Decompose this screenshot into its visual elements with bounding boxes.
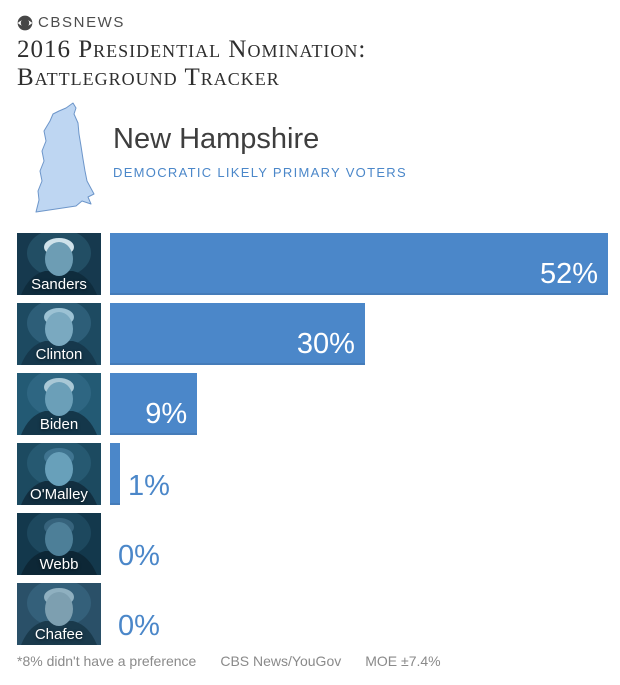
result-value: 0% xyxy=(118,540,160,572)
state-header: New Hampshire DEMOCRATIC LIKELY PRIMARY … xyxy=(17,101,608,213)
candidate-portrait-icon xyxy=(17,303,101,365)
candidate-photo: Clinton xyxy=(17,303,101,365)
bar-area: 9% xyxy=(110,373,608,435)
candidate-name: Clinton xyxy=(35,346,83,363)
source-credit: CBS News/YouGov xyxy=(220,653,342,669)
page-title-line2: Battleground Tracker xyxy=(17,63,280,91)
footnote: *8% didn't have a preference xyxy=(17,653,197,669)
candidate-portrait-icon xyxy=(17,583,101,645)
brand-logo[interactable]: CBSNEWS xyxy=(17,14,608,31)
result-value: 52% xyxy=(539,258,598,290)
result-bar xyxy=(110,443,120,505)
poll-bar-chart: Sanders 52% Clinton 30% xyxy=(17,233,608,645)
bar-area: 0% xyxy=(110,513,608,575)
new-hampshire-map-icon xyxy=(26,101,96,213)
candidate-photo: O'Malley xyxy=(17,443,101,505)
result-value: 0% xyxy=(118,610,160,642)
state-subtitle: DEMOCRATIC LIKELY PRIMARY VOTERS xyxy=(113,165,407,180)
candidate-name: Webb xyxy=(39,556,79,573)
result-bar: 9% xyxy=(110,373,198,435)
bar-area: 30% xyxy=(110,303,608,365)
candidate-name: Sanders xyxy=(31,276,87,293)
chart-footer: *8% didn't have a preference CBS News/Yo… xyxy=(17,653,608,669)
state-text-block: New Hampshire DEMOCRATIC LIKELY PRIMARY … xyxy=(113,101,407,213)
bar-area: 1% xyxy=(110,443,608,505)
candidate-row: Chafee 0% xyxy=(17,583,608,645)
result-value: 1% xyxy=(127,470,170,502)
candidate-name: Chafee xyxy=(34,626,84,643)
candidate-name: O'Malley xyxy=(30,486,88,503)
bar-area: 52% xyxy=(110,233,608,295)
candidate-row: Biden 9% xyxy=(17,373,608,435)
candidate-row: Webb 0% xyxy=(17,513,608,575)
candidate-row: O'Malley 1% xyxy=(17,443,608,505)
cbs-eye-icon xyxy=(17,15,33,31)
candidate-portrait-icon xyxy=(17,513,101,575)
state-name: New Hampshire xyxy=(113,123,320,155)
result-bar: 52% xyxy=(110,233,608,295)
candidate-portrait-icon xyxy=(17,443,101,505)
candidate-portrait-icon xyxy=(17,233,101,295)
margin-of-error: MOE ±7.4% xyxy=(365,653,441,669)
result-value: 30% xyxy=(296,328,355,360)
bar-area: 0% xyxy=(110,583,608,645)
candidate-photo: Chafee xyxy=(17,583,101,645)
candidate-photo: Biden xyxy=(17,373,101,435)
candidate-portrait-icon xyxy=(17,373,101,435)
page: CBSNEWS 2016 Presidential Nomination: Ba… xyxy=(17,14,608,669)
page-title: 2016 Presidential Nomination: Battlegrou… xyxy=(17,36,608,91)
candidate-photo: Webb xyxy=(17,513,101,575)
result-bar: 30% xyxy=(110,303,365,365)
candidate-row: Sanders 52% xyxy=(17,233,608,295)
candidate-row: Clinton 30% xyxy=(17,303,608,365)
brand-wordmark: CBSNEWS xyxy=(38,14,126,31)
candidate-name: Biden xyxy=(39,416,79,433)
result-value: 9% xyxy=(145,398,188,430)
page-title-line1: 2016 Presidential Nomination: xyxy=(17,36,367,63)
candidate-photo: Sanders xyxy=(17,233,101,295)
